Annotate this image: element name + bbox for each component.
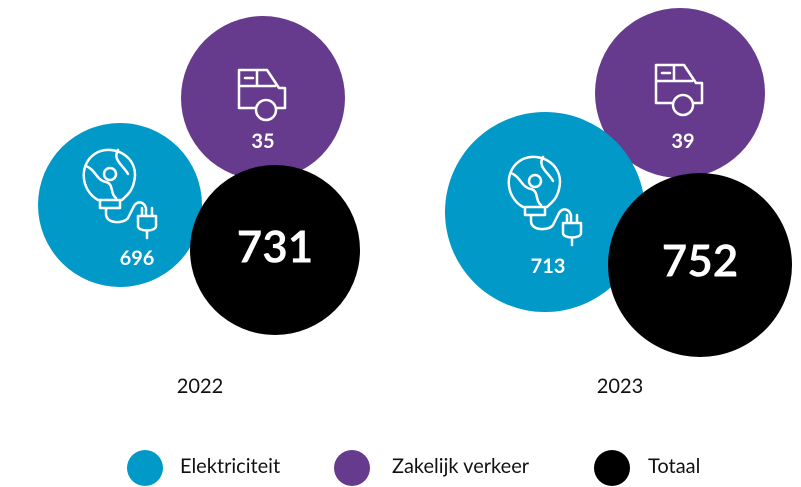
car-outline: [654, 63, 704, 105]
plug: [136, 206, 158, 240]
legend-label: Totaal: [648, 454, 700, 478]
bulb-icon: [82, 148, 158, 240]
bubble: [595, 8, 765, 178]
plug: [561, 213, 583, 247]
legend-swatch: [127, 450, 163, 486]
globe-lines: [509, 155, 555, 207]
legend-swatch: [594, 450, 630, 486]
bulb-outline: [507, 155, 573, 231]
bulb-outline: [82, 148, 148, 224]
bulb-icon: [507, 155, 583, 247]
bubble: [181, 16, 345, 180]
car-outline: [237, 68, 287, 110]
bubble: [190, 165, 360, 335]
value-label: 39: [671, 129, 694, 153]
legend-swatch: [334, 450, 370, 486]
bubble: [608, 173, 792, 357]
legend-label: Zakelijk verkeer: [392, 454, 530, 478]
legend-label: Elektriciteit: [180, 454, 280, 478]
category-label: 2022: [177, 374, 223, 398]
car-icon: [654, 63, 704, 117]
value-label: 752: [662, 234, 739, 286]
category-label: 2023: [597, 374, 643, 398]
value-label: 713: [531, 254, 566, 278]
value-label: 731: [237, 220, 314, 272]
value-label: 35: [251, 129, 274, 153]
car-icon: [237, 68, 287, 122]
car-wheel: [671, 93, 695, 117]
globe-lines: [84, 148, 130, 200]
value-label: 696: [120, 246, 155, 270]
car-wheel: [254, 98, 278, 122]
